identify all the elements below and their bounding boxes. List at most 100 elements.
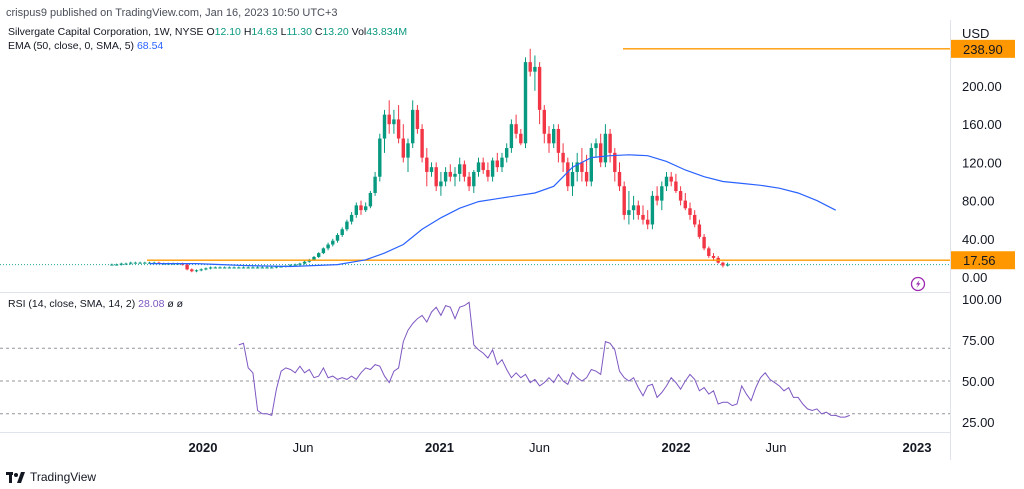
candle-body	[458, 164, 462, 174]
candle-body	[697, 224, 702, 237]
candle-body	[274, 266, 279, 268]
candle-body	[584, 171, 589, 182]
candle-body	[594, 143, 598, 149]
candle-body	[270, 267, 274, 269]
level-badge-label: 238.90	[963, 42, 1003, 57]
candle-body	[368, 192, 373, 207]
level-badge-label: 17.56	[963, 253, 996, 268]
candle-body	[514, 124, 518, 134]
candle-body	[382, 114, 387, 139]
candle-body	[490, 160, 495, 177]
candle-body	[387, 114, 391, 125]
candle-body	[143, 262, 147, 264]
candle-body	[298, 263, 302, 265]
candle-body	[519, 133, 523, 144]
candle-body	[556, 128, 561, 153]
candle-body	[688, 208, 692, 215]
ema-label: EMA (50, close, 0, SMA, 5)	[8, 40, 135, 52]
candle-body	[401, 138, 405, 158]
tradingview-logo-icon	[6, 471, 25, 483]
candle-body	[317, 253, 321, 257]
candle-body	[434, 167, 438, 187]
price-tick-label: 0.00	[962, 270, 987, 285]
candle-body	[707, 248, 711, 256]
candle-body	[208, 267, 213, 269]
candle-body	[589, 148, 593, 182]
candle-body	[486, 170, 490, 177]
price-tick-label: 80.00	[962, 194, 995, 209]
candle-body	[711, 255, 716, 258]
candle-body	[213, 267, 217, 269]
candle-body	[218, 267, 222, 269]
candle-body	[129, 262, 133, 264]
candle-body	[641, 214, 645, 220]
published-caption: crispus9 published on TradingView.com, J…	[6, 7, 338, 19]
candle-body	[537, 66, 542, 110]
symbol-name: Silvergate Capital Corporation, 1W, NYSE	[8, 26, 204, 38]
time-tick-label: 2022	[662, 440, 691, 455]
candle-body	[335, 234, 340, 241]
candle-body	[185, 264, 189, 270]
candle-body	[199, 269, 203, 271]
candle-body	[114, 264, 119, 266]
candle-body	[631, 205, 636, 211]
candle-body	[495, 160, 499, 168]
candle-body	[509, 124, 514, 149]
candle-body	[561, 152, 565, 163]
candle-body	[265, 267, 269, 269]
candle-body	[345, 221, 349, 230]
ema-legend: EMA (50, close, 0, SMA, 5) 68.54	[8, 40, 163, 52]
brand-label: TradingView	[30, 470, 97, 484]
candle-body	[467, 176, 471, 187]
candle-body	[608, 133, 612, 153]
candle-body	[599, 143, 603, 163]
candle-body	[702, 236, 706, 249]
candle-body	[570, 171, 575, 187]
candle-body	[683, 200, 687, 209]
candle-body	[547, 133, 551, 144]
volume-key: Vol	[351, 26, 367, 38]
price-tick-label: 40.00	[962, 232, 995, 247]
candle-body	[340, 229, 344, 235]
rsi-label: RSI (14, close, SMA, 14, 2)	[8, 298, 136, 310]
rsi-tick-label: 25.00	[962, 415, 995, 430]
time-tick-label: Jun	[293, 440, 314, 455]
level-badge	[951, 39, 1015, 58]
candle-body	[396, 119, 401, 139]
candle-body	[660, 186, 664, 201]
price-tick-label: 120.00	[962, 155, 1002, 170]
tradingview-brand[interactable]: TradingView	[6, 470, 96, 484]
candle-body	[124, 263, 128, 265]
candle-body	[627, 210, 631, 215]
candle-body	[613, 152, 617, 172]
candle-body	[359, 205, 363, 211]
open-key: O	[206, 26, 215, 38]
candle-body	[293, 264, 297, 266]
close-value: 13.20	[322, 26, 349, 38]
time-tick-label: Jun	[766, 440, 787, 455]
candle-body	[580, 162, 584, 172]
candle-body	[288, 264, 293, 266]
candle-body	[260, 267, 264, 269]
time-tick-label: 2020	[189, 440, 218, 455]
candle-body	[472, 171, 476, 187]
candle-body	[721, 262, 725, 266]
candle-body	[237, 267, 241, 269]
ema-line	[149, 154, 836, 268]
candle-body	[650, 195, 655, 225]
low-value: 11.30	[286, 26, 312, 38]
candle-body	[500, 157, 504, 168]
time-tick-label: Jun	[529, 440, 550, 455]
candle-body	[533, 66, 537, 72]
candle-body	[415, 109, 420, 129]
candle-body	[246, 267, 250, 269]
candle-body	[354, 205, 358, 215]
rsi-tick-label: 50.00	[962, 374, 995, 389]
candle-body	[462, 164, 467, 177]
candle-body	[425, 157, 429, 172]
currency-label: USD	[962, 26, 989, 41]
candle-body	[566, 162, 570, 187]
candle-body	[279, 266, 283, 268]
candle-body	[646, 219, 650, 225]
level-badge	[951, 251, 1015, 270]
